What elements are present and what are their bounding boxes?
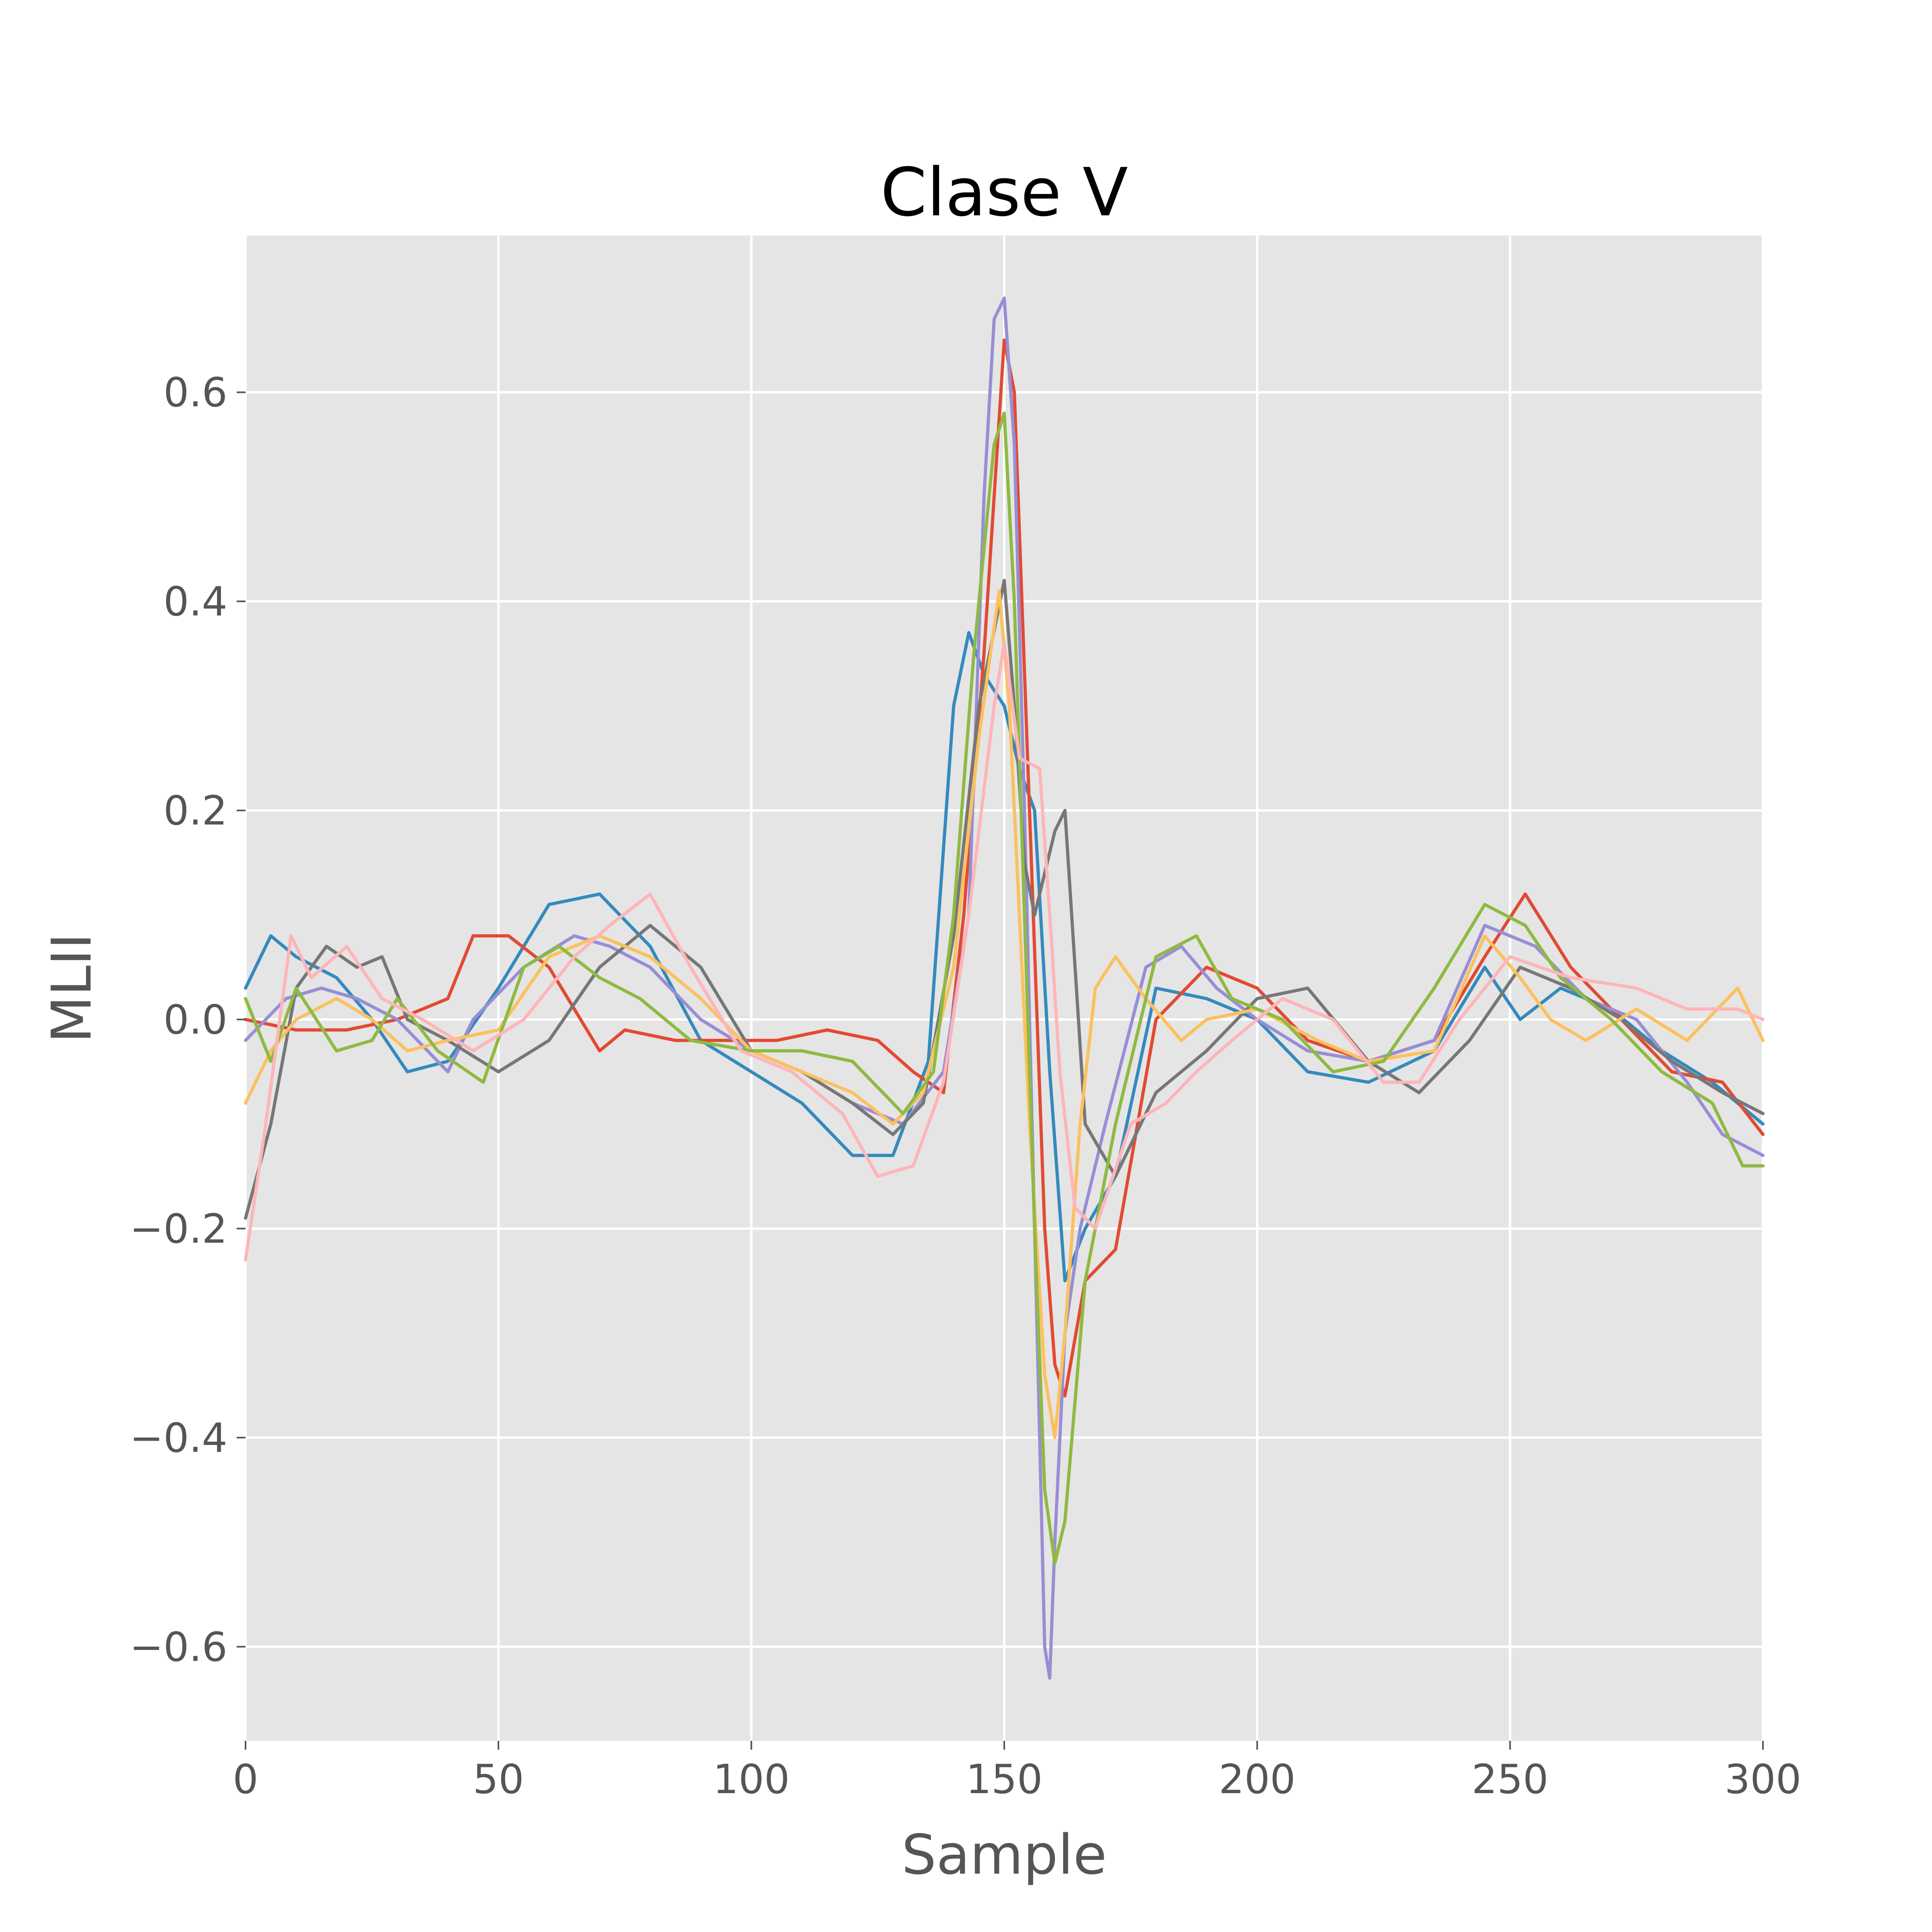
series-line-7 — [244, 641, 1765, 1262]
x-tick-label: 200 — [1219, 1756, 1296, 1803]
y-tick-label: 0.6 — [163, 369, 227, 416]
x-tick-label: 250 — [1472, 1756, 1548, 1803]
chart-title: Clase V — [881, 154, 1128, 231]
ticks: 0 50 100 150 200 250 300 −0.6 −0.4 −0.2 0.0 0.2 0.4 0… — [130, 369, 1801, 1803]
series-group — [244, 296, 1765, 1680]
series-line-1 — [244, 631, 1765, 1283]
series-line-6 — [244, 411, 1765, 1565]
grid — [244, 235, 1764, 1741]
y-tick-label: 0.2 — [163, 787, 227, 834]
x-axis-label: Sample — [902, 1823, 1107, 1887]
y-tick-label: 0.0 — [163, 996, 227, 1043]
x-tick-label: 100 — [713, 1756, 790, 1803]
x-tick-label: 300 — [1725, 1756, 1802, 1803]
x-tick-label: 0 — [233, 1756, 258, 1803]
x-tick-label: 50 — [473, 1756, 524, 1803]
y-tick-label: −0.4 — [130, 1414, 227, 1461]
y-tick-label: −0.6 — [130, 1623, 227, 1670]
x-tick-label: 150 — [966, 1756, 1043, 1803]
series-line-4 — [244, 579, 1765, 1220]
y-tick-label: −0.2 — [130, 1205, 227, 1252]
y-tick-label: 0.4 — [163, 578, 227, 625]
y-axis-label: MLII — [40, 933, 104, 1043]
